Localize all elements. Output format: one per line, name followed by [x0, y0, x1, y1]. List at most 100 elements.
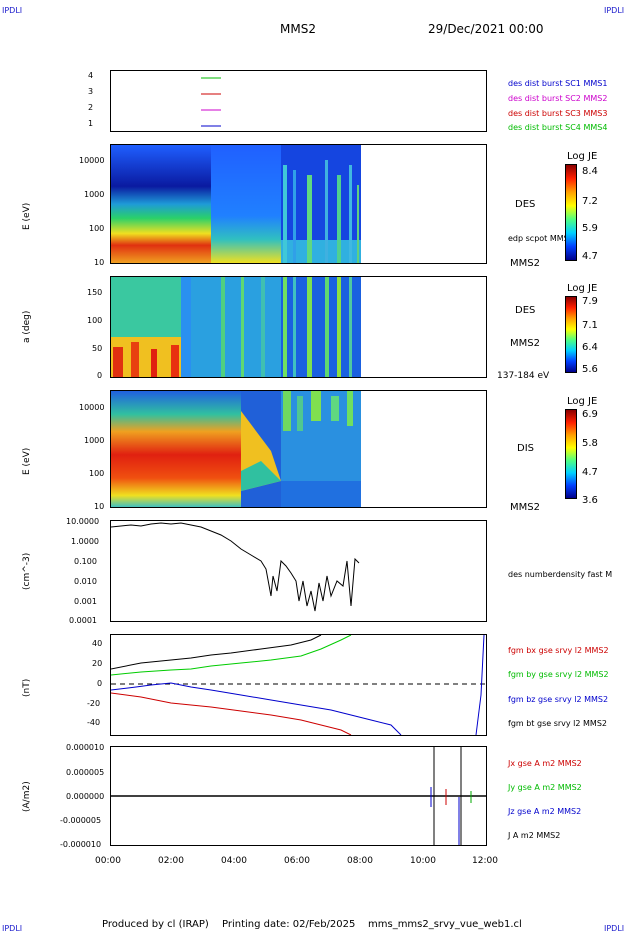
- density-ytick-0.1: 0.100: [74, 557, 97, 566]
- avail-legend-sc1: des dist burst SC1 MMS1: [508, 79, 608, 88]
- des-energy-scpot-label: edp scpot MMS2: [508, 234, 574, 243]
- des-pitch-cb-tick-0: 7.9: [582, 296, 598, 307]
- xtick-0800: 08:00: [347, 856, 373, 866]
- des-e-ytick-10: 10: [94, 258, 105, 267]
- fgm-ytick-0: 0: [97, 679, 103, 688]
- corner-label-tr: IPDLI: [604, 6, 625, 15]
- corner-label-br: IPDLI: [604, 924, 625, 933]
- des-pitch-colorbar-title: Log JE: [567, 283, 598, 294]
- avail-ytick-4: 4: [88, 71, 94, 80]
- avail-legend-sc4: des dist burst SC4 MMS4: [508, 123, 608, 132]
- fgm-ytick-m20: -20: [87, 699, 101, 708]
- des-energy-panel: [110, 144, 487, 264]
- des-pitch-cb-tick-3: 5.6: [582, 364, 598, 375]
- current-ytick-0: 0.000010: [66, 743, 105, 752]
- des-energy-colorbar: [565, 164, 577, 261]
- dis-cb-tick-2: 4.7: [582, 467, 598, 478]
- des-pitch-range: 137-184 eV: [497, 371, 550, 381]
- current-legend-jz: Jz gse A m2 MMS2: [508, 807, 582, 816]
- des-energy-probe: MMS2: [510, 258, 540, 269]
- current-plot: [111, 747, 486, 845]
- des-energy-ylabel: E (eV): [22, 202, 32, 230]
- fgm-ytick-m40: -40: [87, 718, 101, 727]
- des-energy-spectrogram: [111, 145, 361, 263]
- density-ytick-0.01: 0.010: [74, 577, 97, 586]
- des-pitch-species: DES: [515, 305, 536, 316]
- footer-produced: Produced by cl (IRAP): [102, 919, 209, 930]
- des-p-ytick-50: 50: [92, 344, 103, 353]
- xtick-0400: 04:00: [221, 856, 247, 866]
- current-legend-j: J A m2 MMS2: [508, 831, 561, 840]
- avail-legend-sc2: des dist burst SC2 MMS2: [508, 94, 608, 103]
- dis-energy-probe: MMS2: [510, 502, 540, 513]
- des-p-ytick-100: 100: [87, 316, 103, 325]
- dis-energy-spectrogram: [111, 391, 361, 507]
- current-ytick-1: 0.000005: [66, 768, 105, 777]
- xtick-1000: 10:00: [410, 856, 436, 866]
- fgm-panel: [110, 634, 487, 736]
- fgm-bz-line: [110, 682, 402, 736]
- dis-colorbar: [565, 409, 577, 499]
- density-ytick-1: 1.0000: [71, 537, 99, 546]
- des-pitch-colorbar: [565, 296, 577, 373]
- des-p-ytick-0: 0: [97, 371, 103, 380]
- dis-colorbar-title: Log JE: [567, 396, 598, 407]
- avail-ytick-2: 2: [88, 103, 94, 112]
- xtick-1200: 12:00: [472, 856, 498, 866]
- des-energy-cb-tick-2: 5.9: [582, 223, 598, 234]
- corner-label-tl: IPDLI: [2, 6, 23, 15]
- density-ytick-0.0001: 0.0001: [69, 616, 97, 625]
- des-pitch-panel: [110, 276, 487, 378]
- fgm-bx-line: [110, 692, 352, 736]
- dis-ytick-10: 10: [94, 502, 105, 511]
- dis-cb-tick-3: 3.6: [582, 495, 598, 506]
- xtick-0000: 00:00: [95, 856, 121, 866]
- dis-cb-tick-1: 5.8: [582, 438, 598, 449]
- fgm-ytick-40: 40: [92, 639, 103, 648]
- fgm-legend-bx: fgm bx gse srvy l2 MMS2: [508, 646, 609, 655]
- dis-ytick-1000: 1000: [84, 436, 105, 445]
- density-plot: [110, 522, 360, 612]
- datetime-title: 29/Dec/2021 00:00: [428, 22, 544, 36]
- xtick-0600: 06:00: [284, 856, 310, 866]
- current-ytick-4: -0.000010: [60, 840, 102, 849]
- fgm-legend-bt: fgm bt gse srvy l2 MMS2: [508, 719, 607, 728]
- dis-energy-ylabel: E (eV): [22, 447, 32, 475]
- density-ytick-0.001: 0.001: [74, 597, 97, 606]
- fgm-ytick-20: 20: [92, 659, 103, 668]
- xtick-0200: 02:00: [158, 856, 184, 866]
- footer-file: mms_mms2_srvy_vue_web1.cl: [368, 919, 522, 930]
- avail-legend-sc3: des dist burst SC3 MMS3: [508, 109, 608, 118]
- current-panel: [110, 746, 487, 846]
- des-pitch-probe: MMS2: [510, 338, 540, 349]
- mission-title: MMS2: [280, 22, 316, 36]
- des-e-ytick-100: 100: [89, 224, 105, 233]
- current-ylabel: (A/m2): [22, 781, 32, 812]
- fgm-legend-bz: fgm bz gse srvy l2 MMS2: [508, 695, 609, 704]
- des-pitch-ylabel: a (deg): [22, 310, 32, 343]
- density-legend: des numberdensity fast M: [508, 570, 613, 579]
- density-ylabel: (cm^-3): [22, 552, 32, 590]
- dis-ytick-100: 100: [89, 469, 105, 478]
- des-pitch-spectrogram: [111, 277, 361, 377]
- current-legend-jy: Jy gse A m2 MMS2: [508, 783, 582, 792]
- fgm-ylabel: (nT): [22, 678, 32, 697]
- fgm-bz-end-line: [475, 634, 485, 736]
- des-energy-cb-tick-3: 4.7: [582, 251, 598, 262]
- fgm-legend-by: fgm by gse srvy l2 MMS2: [508, 670, 609, 679]
- des-e-ytick-10000: 10000: [79, 156, 105, 165]
- des-energy-cb-tick-1: 7.2: [582, 196, 598, 207]
- avail-ytick-1: 1: [88, 119, 94, 128]
- current-ytick-2: 0.000000: [66, 792, 105, 801]
- dis-ytick-10000: 10000: [79, 403, 105, 412]
- des-energy-cb-tick-0: 8.4: [582, 166, 598, 177]
- corner-label-bl: IPDLI: [2, 924, 23, 933]
- dis-energy-panel: [110, 390, 487, 508]
- dis-cb-tick-0: 6.9: [582, 409, 598, 420]
- density-line: [110, 522, 360, 612]
- des-pitch-cb-tick-2: 6.4: [582, 342, 598, 353]
- des-e-ytick-1000: 1000: [84, 190, 105, 199]
- avail-ytick-3: 3: [88, 87, 94, 96]
- fgm-bt-line: [110, 634, 322, 670]
- footer-printing: Printing date: 02/Feb/2025: [222, 919, 356, 930]
